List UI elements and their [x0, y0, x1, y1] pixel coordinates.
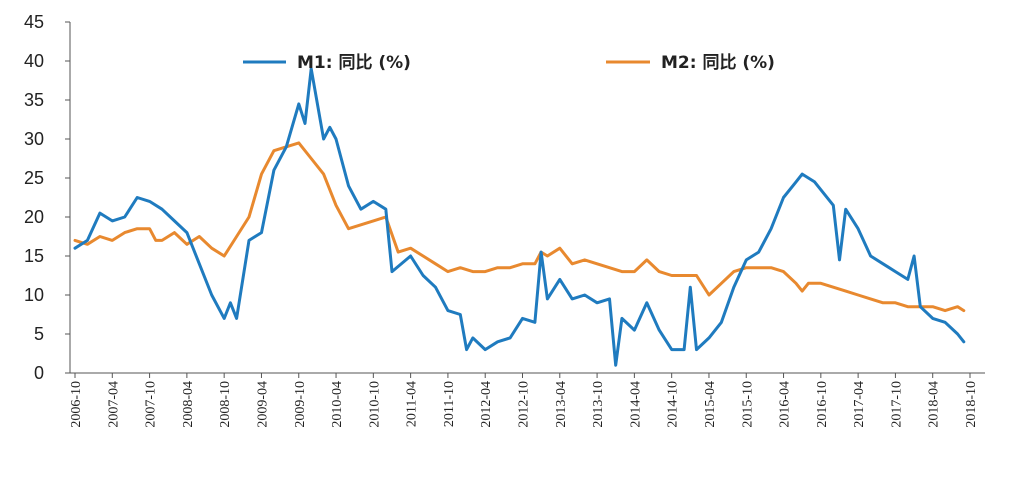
y-axis: 0 5 10 15 20 25 30 35 40 45 — [24, 12, 71, 383]
x-tick-label: 2013-10 — [591, 381, 606, 428]
y-tick-label: 45 — [24, 12, 44, 32]
x-tick-label: 2008-04 — [181, 381, 196, 428]
y-tick-label: 0 — [34, 363, 44, 383]
x-tick-label: 2018-10 — [964, 381, 979, 428]
x-tick-label: 2014-04 — [628, 381, 643, 428]
x-tick-label: 2012-04 — [479, 381, 494, 428]
x-tick-label: 2011-10 — [442, 381, 457, 427]
y-tick-label: 25 — [24, 168, 44, 188]
x-tick-label: 2009-04 — [255, 381, 270, 428]
x-tick-label: 2007-04 — [106, 381, 121, 428]
series-line-m1 — [73, 67, 966, 367]
y-tick-label: 5 — [34, 324, 44, 344]
x-tick-label: 2013-04 — [554, 381, 569, 428]
x-axis: 2006-10 2007-04 2007-10 2008-04 2008-10 2009-… — [69, 372, 985, 428]
legend-label-m1: M1: 同比 (%) — [297, 52, 411, 73]
x-tick-label: 2008-10 — [218, 381, 233, 428]
legend-label-m2: M2: 同比 (%) — [661, 52, 775, 73]
y-tick-label: 10 — [24, 285, 44, 305]
y-tick-label: 35 — [24, 90, 44, 110]
x-tick-label: 2007-10 — [144, 381, 159, 428]
x-tick-label: 2016-10 — [815, 381, 830, 428]
x-tick-label: 2006-10 — [69, 381, 84, 428]
x-tick-label: 2011-04 — [405, 381, 420, 427]
x-tick-label: 2014-10 — [666, 381, 681, 428]
x-tick-label: 2010-10 — [367, 381, 382, 428]
y-tick-label: 15 — [24, 246, 44, 266]
x-tick-label: 2015-10 — [740, 381, 755, 428]
x-tick-label: 2015-04 — [703, 381, 718, 428]
y-tick-label: 30 — [24, 129, 44, 149]
series-layer — [73, 67, 966, 367]
x-tick-label: 2010-04 — [330, 381, 345, 428]
series-line-m2 — [73, 141, 966, 313]
x-tick-label: 2018-04 — [927, 381, 942, 428]
x-tick-label: 2009-10 — [293, 381, 308, 428]
y-tick-label: 40 — [24, 51, 44, 71]
x-tick-label: 2017-10 — [889, 381, 904, 428]
legend: M1: 同比 (%) M2: 同比 (%) — [243, 52, 775, 73]
x-tick-label: 2016-04 — [778, 381, 793, 428]
y-tick-label: 20 — [24, 207, 44, 227]
x-tick-label: 2012-10 — [517, 381, 532, 428]
x-tick-label: 2017-04 — [852, 381, 867, 428]
